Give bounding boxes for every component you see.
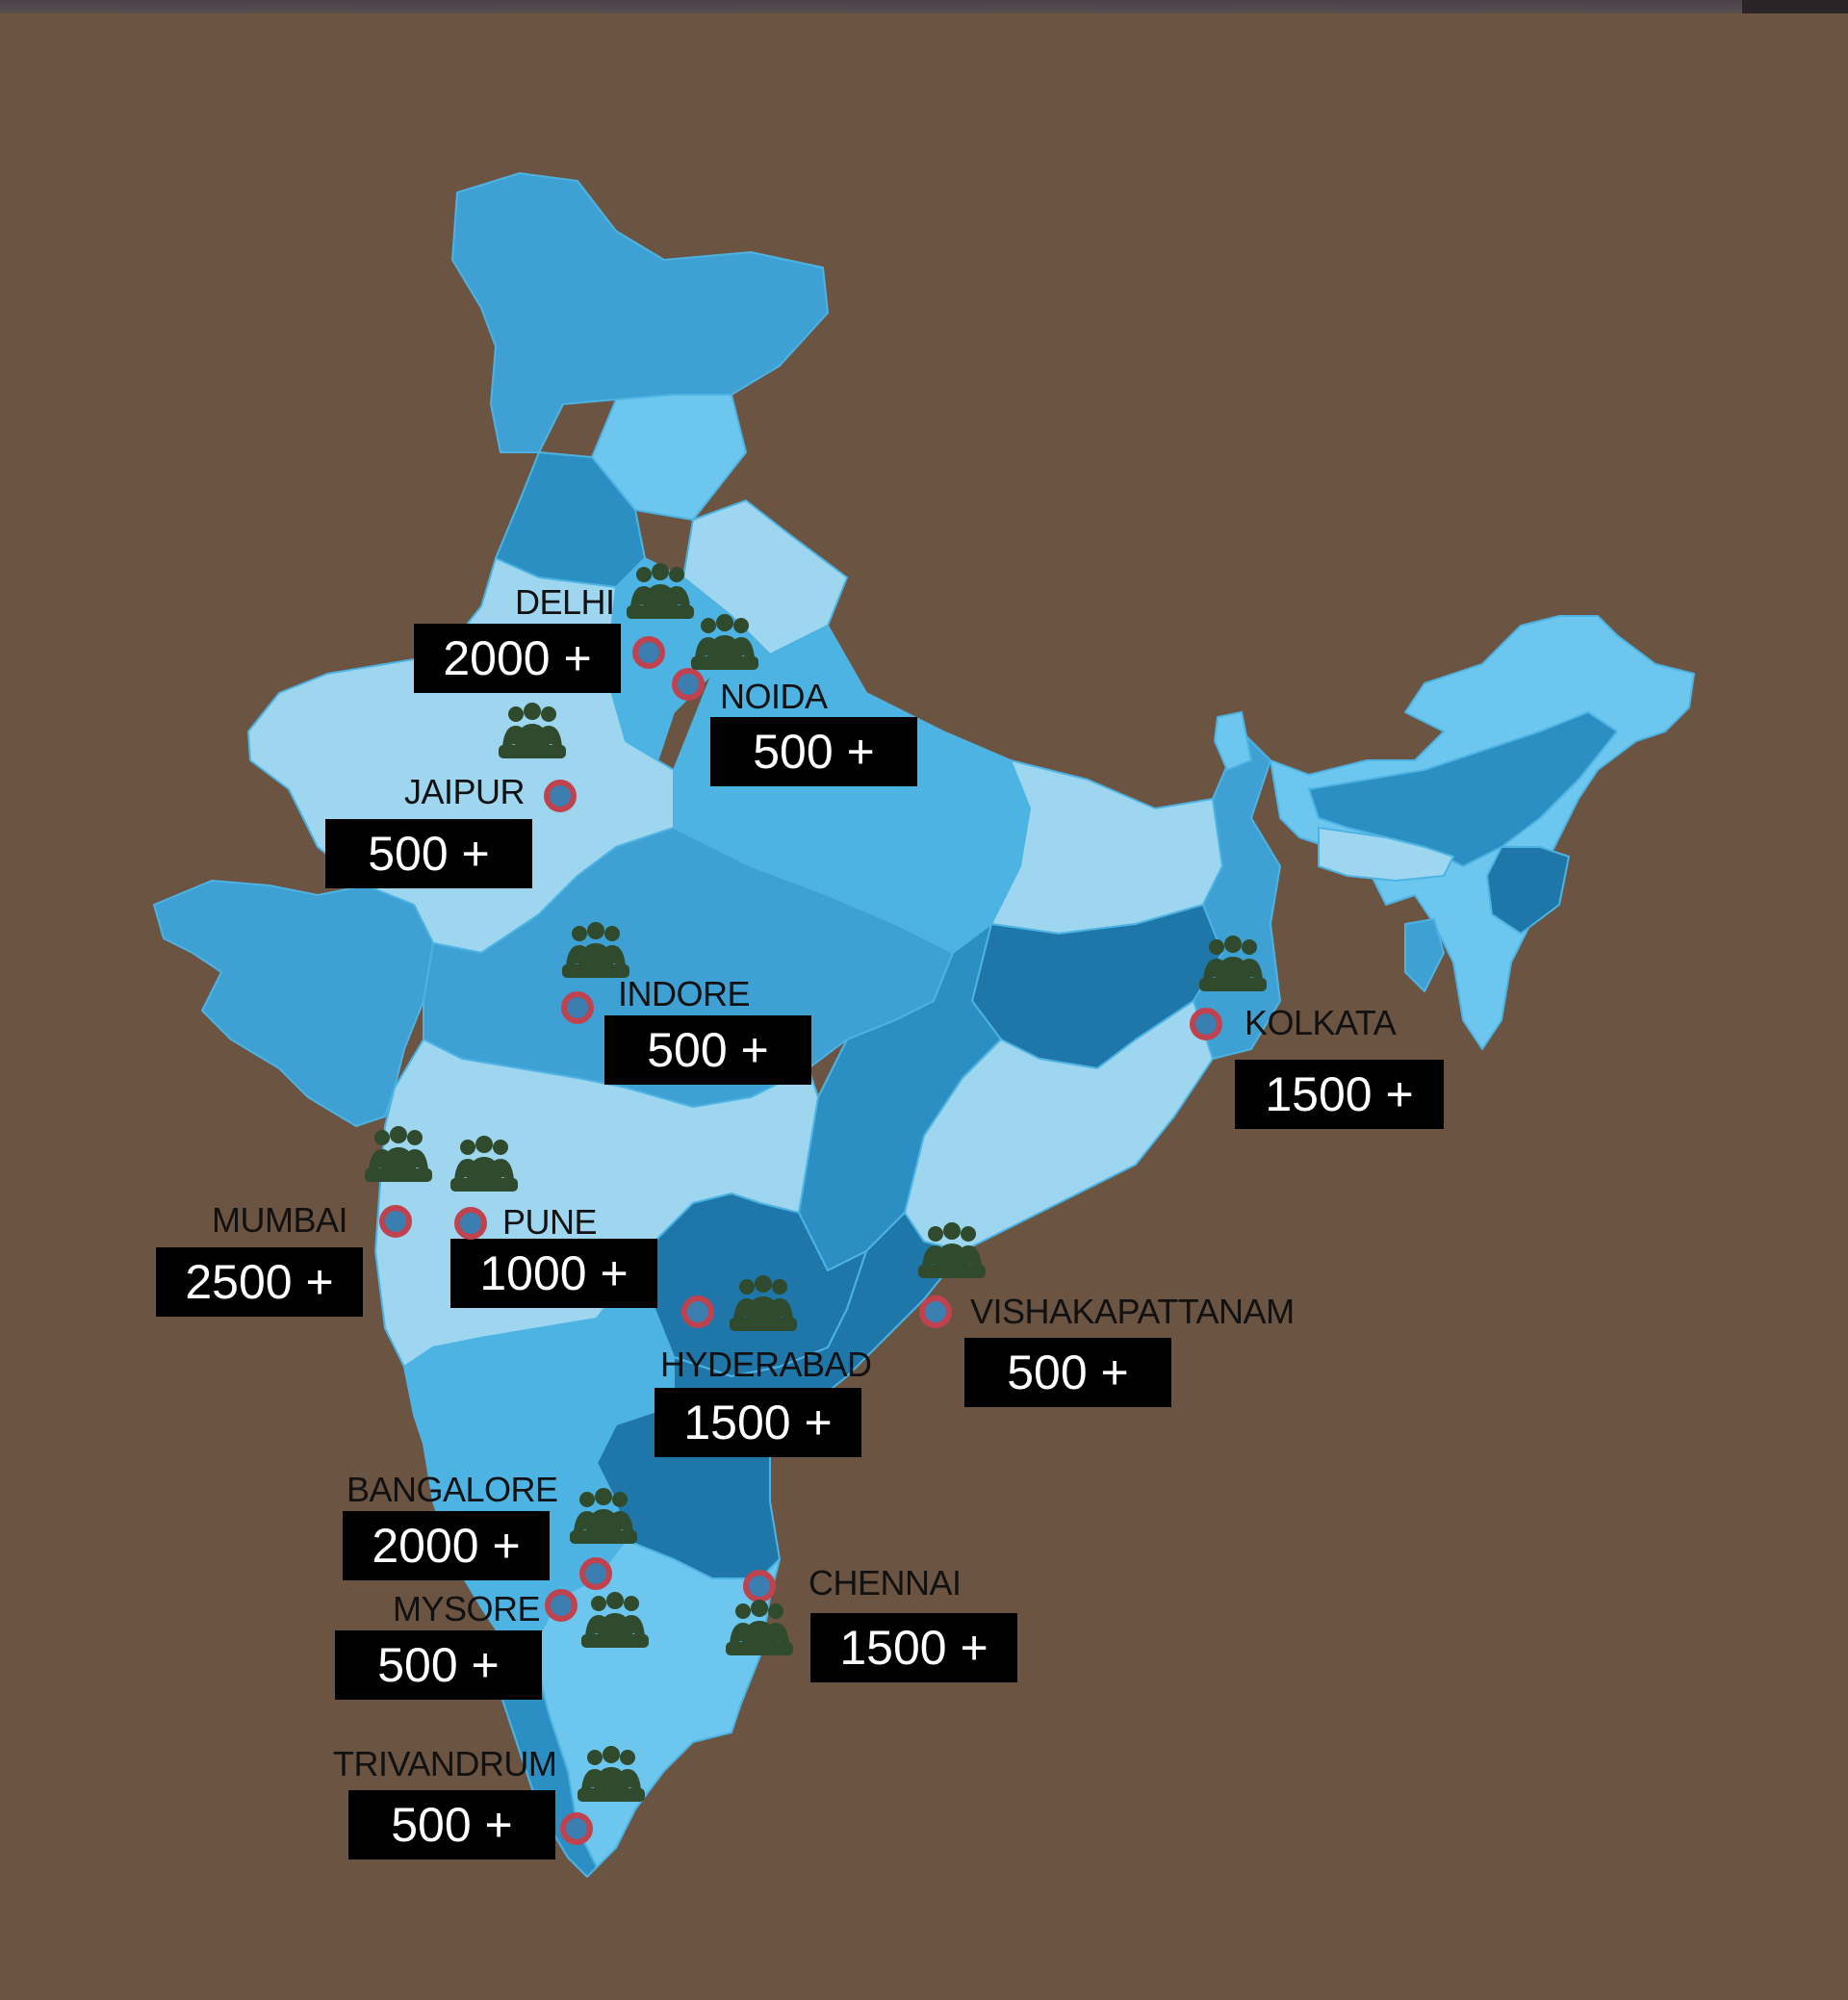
city-name-pune: PUNE: [502, 1202, 598, 1242]
people-icon-trivandrum: [578, 1746, 645, 1802]
people-icon-pune: [450, 1136, 518, 1192]
location-marker-jaipur[interactable]: [544, 780, 577, 812]
count-badge-jaipur: 500 +: [325, 819, 532, 888]
people-icon-jaipur: [499, 703, 566, 758]
count-badge-mysore: 500 +: [335, 1630, 542, 1700]
people-icon-noida: [691, 614, 758, 670]
window-top-strip: [0, 0, 1848, 13]
people-icon-bangalore: [570, 1488, 637, 1544]
location-marker-trivandrum[interactable]: [560, 1812, 593, 1845]
location-marker-noida[interactable]: [672, 668, 705, 701]
people-icon-kolkata: [1199, 936, 1267, 991]
region-meghalaya: [1318, 827, 1454, 882]
count-badge-pune: 1000 +: [450, 1239, 657, 1308]
people-icon-mumbai: [365, 1126, 432, 1182]
region-assam: [1308, 711, 1618, 867]
region-manipur: [1486, 846, 1570, 935]
city-name-chennai: CHENNAI: [808, 1563, 962, 1603]
region-bihar: [990, 759, 1223, 935]
region-sikkim: [1214, 711, 1252, 771]
count-badge-hyderabad: 1500 +: [654, 1388, 861, 1457]
location-marker-hyderabad[interactable]: [681, 1295, 714, 1328]
location-marker-mysore[interactable]: [545, 1589, 578, 1622]
city-name-delhi: DELHI: [515, 582, 615, 622]
region-gujarat: [153, 880, 434, 1127]
people-icon-hyderabad: [730, 1275, 797, 1331]
region-tripura: [1404, 918, 1445, 992]
count-badge-noida: 500 +: [710, 717, 917, 786]
people-icon-indore: [562, 922, 629, 978]
city-name-mysore: MYSORE: [393, 1589, 541, 1628]
count-badge-mumbai: 2500 +: [156, 1247, 363, 1317]
location-marker-delhi[interactable]: [632, 636, 665, 669]
city-name-mumbai: MUMBAI: [212, 1200, 348, 1240]
count-badge-vishakapattanam: 500 +: [964, 1338, 1171, 1407]
count-badge-trivandrum: 500 +: [348, 1790, 555, 1859]
location-marker-chennai[interactable]: [743, 1570, 776, 1603]
people-icon-chennai: [726, 1600, 793, 1655]
location-marker-kolkata[interactable]: [1190, 1008, 1222, 1040]
location-marker-bangalore[interactable]: [579, 1557, 612, 1590]
city-name-noida: NOIDA: [720, 677, 828, 716]
region-odisha: [904, 1000, 1214, 1252]
count-badge-indore: 500 +: [604, 1015, 811, 1085]
location-marker-indore[interactable]: [561, 991, 594, 1024]
count-badge-bangalore: 2000 +: [343, 1511, 550, 1580]
city-name-jaipur: JAIPUR: [404, 772, 526, 811]
city-name-vishakapattanam: VISHAKAPATTANAM: [970, 1292, 1295, 1331]
location-marker-mumbai[interactable]: [379, 1205, 412, 1238]
city-name-trivandrum: TRIVANDRUM: [333, 1744, 557, 1783]
city-name-kolkata: KOLKATA: [1245, 1003, 1397, 1042]
window-top-corner: [1742, 0, 1848, 13]
people-icon-vishakapattanam: [918, 1222, 986, 1278]
people-icon-mysore: [581, 1592, 649, 1648]
count-badge-chennai: 1500 +: [810, 1613, 1017, 1682]
city-name-bangalore: BANGALORE: [346, 1470, 558, 1509]
city-name-indore: INDORE: [618, 974, 751, 1013]
location-marker-vishakapattanam[interactable]: [919, 1295, 952, 1328]
count-badge-kolkata: 1500 +: [1235, 1060, 1444, 1129]
city-name-hyderabad: HYDERABAD: [660, 1345, 872, 1384]
count-badge-delhi: 2000 +: [414, 624, 621, 693]
location-marker-pune[interactable]: [454, 1207, 487, 1240]
